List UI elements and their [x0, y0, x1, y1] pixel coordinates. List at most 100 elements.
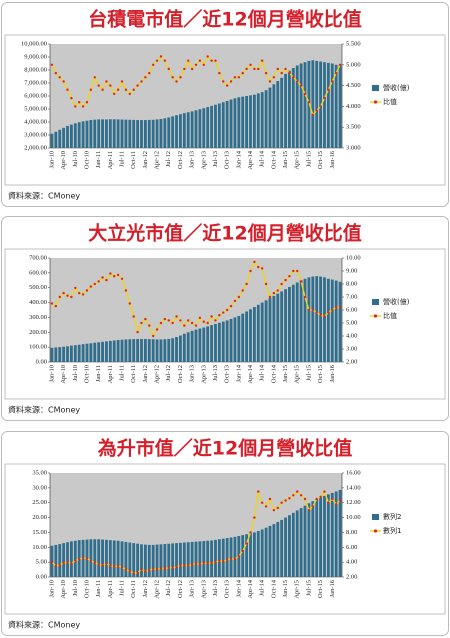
bar	[112, 119, 116, 148]
x-tick-label: Apr-12	[154, 580, 161, 599]
bar	[175, 543, 178, 577]
line-marker	[327, 88, 330, 91]
bar	[116, 340, 120, 362]
line-marker	[331, 308, 334, 312]
line-marker	[214, 59, 217, 62]
line-marker	[109, 84, 112, 87]
bar	[105, 119, 108, 148]
line-marker	[315, 109, 318, 112]
line-marker	[190, 67, 194, 71]
bar	[70, 345, 73, 362]
x-tick-label: Apr-14	[247, 364, 254, 383]
line-marker	[202, 320, 205, 323]
bar	[175, 115, 178, 148]
y-tick-label: 30.00	[32, 484, 47, 491]
line-marker	[113, 275, 116, 278]
line-marker	[105, 562, 108, 565]
line-marker	[101, 88, 104, 91]
bar	[105, 341, 108, 362]
x-tick-label: Jan-11	[95, 580, 102, 597]
line-marker	[218, 71, 221, 75]
y2-tick-label: 5.500	[346, 40, 361, 47]
y-tick-label: 4,000.00	[24, 118, 47, 125]
x-tick-label: Jul-11	[119, 580, 126, 596]
line-marker	[128, 92, 132, 96]
bar	[264, 300, 268, 362]
bar	[194, 541, 198, 577]
line-marker	[78, 291, 81, 295]
bar	[77, 344, 81, 362]
line-marker	[299, 494, 303, 497]
bar	[303, 62, 307, 149]
line-marker	[222, 80, 225, 83]
y-tick-label: 500.00	[29, 284, 47, 291]
legend-swatch	[372, 299, 379, 305]
line-marker	[311, 505, 314, 508]
x-tick-label: Oct-14	[270, 579, 277, 598]
bar	[334, 280, 338, 362]
bar	[155, 119, 159, 148]
line-marker	[190, 563, 194, 566]
bar	[77, 122, 81, 148]
line-marker	[163, 59, 167, 62]
bar	[217, 322, 221, 362]
bar	[147, 544, 151, 577]
line-marker	[319, 314, 322, 317]
bar	[299, 508, 303, 577]
x-tick-label: Jan-16	[329, 150, 336, 168]
line-marker	[210, 315, 213, 318]
bar	[214, 539, 217, 577]
x-tick-label: Jan-15	[282, 365, 289, 382]
line-marker	[225, 558, 229, 562]
line-marker	[198, 316, 202, 319]
line-marker	[163, 317, 167, 321]
bar	[323, 277, 326, 362]
bar	[288, 515, 291, 577]
line-marker	[237, 76, 241, 79]
line-marker	[155, 59, 159, 62]
bar	[66, 125, 69, 148]
x-tick-label: Oct-15	[317, 365, 324, 383]
x-tick-label: Apr-11	[107, 365, 114, 383]
y2-tick-label: 12.00	[346, 499, 361, 506]
chart-title: 台積電市值／近12個月營收比值	[88, 8, 361, 31]
line-marker	[187, 319, 190, 322]
bar	[233, 98, 237, 148]
bar	[245, 534, 249, 577]
bar	[120, 339, 124, 362]
bar	[249, 95, 252, 148]
y2-tick-label: 6.00	[346, 544, 357, 551]
line-marker	[311, 308, 314, 312]
bar	[85, 120, 89, 148]
line-marker	[210, 59, 213, 62]
y-tick-label: 200.00	[29, 329, 47, 336]
line-marker	[194, 63, 198, 66]
line-marker	[85, 289, 89, 292]
line-marker	[327, 311, 330, 314]
line-marker	[315, 311, 318, 314]
line-marker	[249, 269, 252, 273]
line-marker	[124, 289, 128, 292]
y2-tick-label: 4.500	[346, 82, 361, 89]
x-tick-label: Jan-10	[48, 580, 55, 597]
chart-title: 為升市值／近12個月營收比值	[98, 437, 352, 460]
bar	[210, 105, 213, 148]
bar	[245, 311, 249, 362]
x-tick-label: Jul-13	[212, 365, 219, 381]
line-marker	[225, 308, 229, 312]
bar	[50, 133, 54, 148]
bar	[136, 120, 140, 148]
y2-tick-label: 7.00	[346, 293, 357, 300]
bar	[311, 501, 315, 577]
line-marker	[334, 71, 338, 75]
legend-swatch	[372, 85, 379, 91]
line-marker	[268, 295, 272, 299]
legend-marker	[373, 314, 378, 318]
x-tick-label: Jan-12	[142, 151, 149, 168]
y2-tick-label: 6.00	[346, 306, 357, 313]
legend-marker	[373, 100, 378, 104]
line-marker	[272, 76, 276, 79]
bar	[73, 345, 77, 362]
bar	[198, 541, 202, 577]
line-marker	[116, 273, 120, 277]
